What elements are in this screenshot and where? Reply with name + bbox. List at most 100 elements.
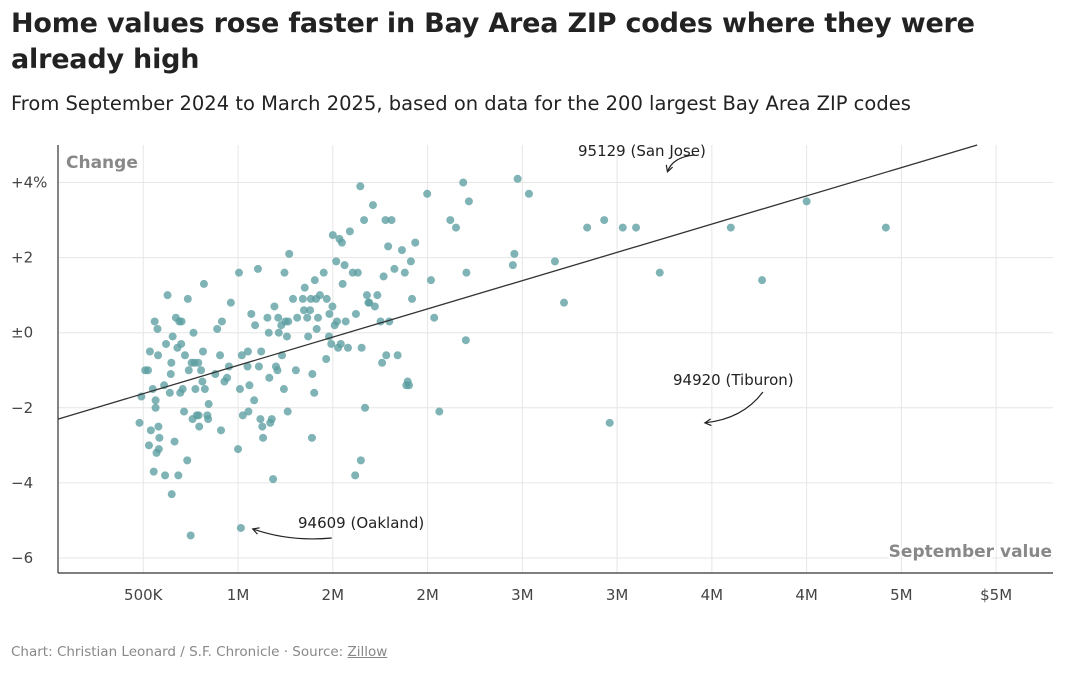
annotation-label: 95129 (San Jose): [578, 142, 706, 160]
data-point: [328, 302, 337, 311]
data-point: [184, 366, 193, 375]
y-axis-title: Change: [66, 153, 138, 173]
data-point: [365, 298, 374, 307]
data-point: [183, 294, 192, 303]
data-point: [258, 422, 267, 431]
y-tick-label: −2: [11, 399, 33, 417]
data-point: [153, 324, 162, 333]
data-point: [216, 426, 225, 435]
data-point: [274, 313, 283, 322]
data-point: [237, 351, 246, 360]
data-point: [154, 422, 163, 431]
data-point: [368, 201, 377, 210]
data-point: [243, 362, 252, 371]
data-point: [280, 268, 289, 277]
data-point: [284, 317, 293, 326]
data-point: [306, 306, 315, 315]
data-point: [550, 257, 559, 266]
data-point: [337, 238, 346, 247]
x-tick-label: 500K: [124, 586, 164, 604]
source-link[interactable]: Zillow: [347, 644, 388, 660]
annotation-arrow: [666, 154, 695, 172]
data-point: [452, 223, 460, 232]
data-point: [655, 268, 664, 277]
data-point: [198, 377, 207, 386]
data-point: [167, 358, 176, 367]
data-point: [319, 268, 328, 277]
data-point: [373, 291, 382, 300]
data-point: [146, 426, 155, 435]
data-point: [264, 328, 273, 337]
data-point: [726, 223, 735, 232]
x-tick-label: 3M: [606, 586, 629, 604]
data-point: [253, 264, 262, 273]
data-point: [513, 174, 522, 183]
data-point: [204, 400, 213, 409]
y-tick-label: −4: [11, 474, 33, 492]
data-point: [177, 317, 186, 326]
data-point: [370, 302, 379, 311]
data-point: [144, 366, 153, 375]
data-point: [632, 223, 641, 232]
data-point: [387, 216, 396, 225]
data-point: [267, 415, 276, 424]
data-point: [338, 279, 347, 288]
data-point: [327, 339, 336, 348]
data-point: [508, 261, 517, 270]
data-point: [198, 347, 207, 356]
y-tick-label: +2: [11, 249, 33, 267]
data-point: [270, 302, 279, 311]
x-tick-label: 4M: [701, 586, 724, 604]
data-point: [361, 403, 370, 412]
annotations: 95129 (San Jose) 94920 (Tiburon) 94609 (Oa…: [251, 142, 794, 540]
x-tick-label: 1M: [227, 586, 250, 604]
data-point: [322, 294, 331, 303]
data-point: [257, 347, 266, 356]
data-point: [340, 261, 349, 270]
x-tick-label: 4M: [795, 586, 818, 604]
data-point: [430, 313, 439, 322]
data-point: [263, 313, 272, 322]
data-point: [325, 309, 334, 318]
data-point: [216, 351, 225, 360]
data-point: [235, 385, 244, 394]
y-tick-label: −6: [11, 549, 33, 567]
data-point: [356, 182, 365, 191]
data-point: [265, 373, 274, 382]
trend-line: [57, 144, 978, 420]
data-point: [307, 433, 316, 442]
data-point: [336, 339, 345, 348]
data-point: [560, 298, 569, 307]
data-point: [304, 332, 313, 341]
data-point: [154, 445, 163, 454]
data-point: [462, 268, 471, 277]
data-point: [170, 437, 179, 446]
data-point: [195, 422, 204, 431]
axes: +4% +2 ±0 −2 −4 −6 500K 1M 2M 2M 3M 3M 4M 4M 5M $5M: [11, 145, 1053, 604]
data-point: [223, 373, 232, 382]
data-point: [155, 433, 164, 442]
data-point: [802, 197, 811, 206]
data-point: [279, 385, 288, 394]
data-point: [191, 385, 200, 394]
data-point: [357, 343, 366, 352]
data-point: [282, 332, 291, 341]
data-point: [166, 370, 175, 379]
arrowhead: [703, 418, 712, 427]
data-point: [300, 306, 309, 315]
data-point: [256, 415, 265, 424]
x-tick-label: $5M: [980, 586, 1012, 604]
chart-subtitle: From September 2024 to March 2025, based…: [11, 92, 911, 115]
data-point: [881, 223, 890, 232]
x-tick-label: 2M: [322, 586, 345, 604]
data-point: [393, 351, 402, 360]
y-tick-label: ±0: [11, 324, 33, 342]
data-point: [197, 366, 206, 375]
data-point: [308, 370, 317, 379]
data-point: [310, 276, 319, 285]
grid-lines: [58, 145, 1053, 573]
data-point: [234, 268, 243, 277]
data-point: [251, 321, 260, 330]
data-point: [600, 216, 609, 225]
data-point: [351, 309, 360, 318]
